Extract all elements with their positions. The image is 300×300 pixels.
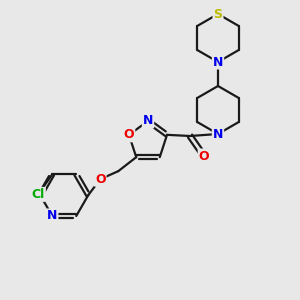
Text: N: N bbox=[213, 128, 223, 140]
Text: O: O bbox=[124, 128, 134, 141]
Text: Cl: Cl bbox=[32, 188, 45, 201]
Text: S: S bbox=[214, 8, 223, 20]
Text: N: N bbox=[213, 56, 223, 68]
Text: N: N bbox=[47, 209, 57, 223]
Text: O: O bbox=[199, 149, 209, 163]
Text: O: O bbox=[95, 173, 106, 186]
Text: N: N bbox=[143, 115, 153, 128]
